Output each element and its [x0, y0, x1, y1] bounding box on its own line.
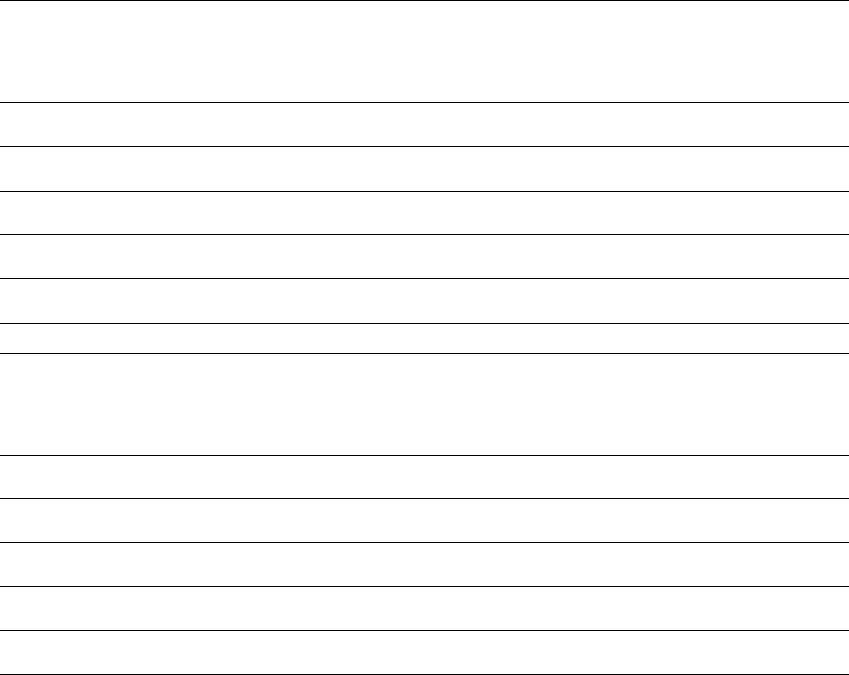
- row-divider: [0, 586, 849, 587]
- row-divider: [0, 278, 849, 279]
- row-divider: [0, 191, 849, 192]
- row-divider: [0, 542, 849, 543]
- row-divider: [0, 498, 849, 499]
- row-divider: [0, 102, 849, 103]
- row-divider: [0, 234, 849, 235]
- row-divider: [0, 0, 849, 1]
- row-divider: [0, 630, 849, 631]
- row-divider: [0, 353, 849, 354]
- row-divider: [0, 323, 849, 324]
- row-divider: [0, 455, 849, 456]
- row-divider: [0, 146, 849, 147]
